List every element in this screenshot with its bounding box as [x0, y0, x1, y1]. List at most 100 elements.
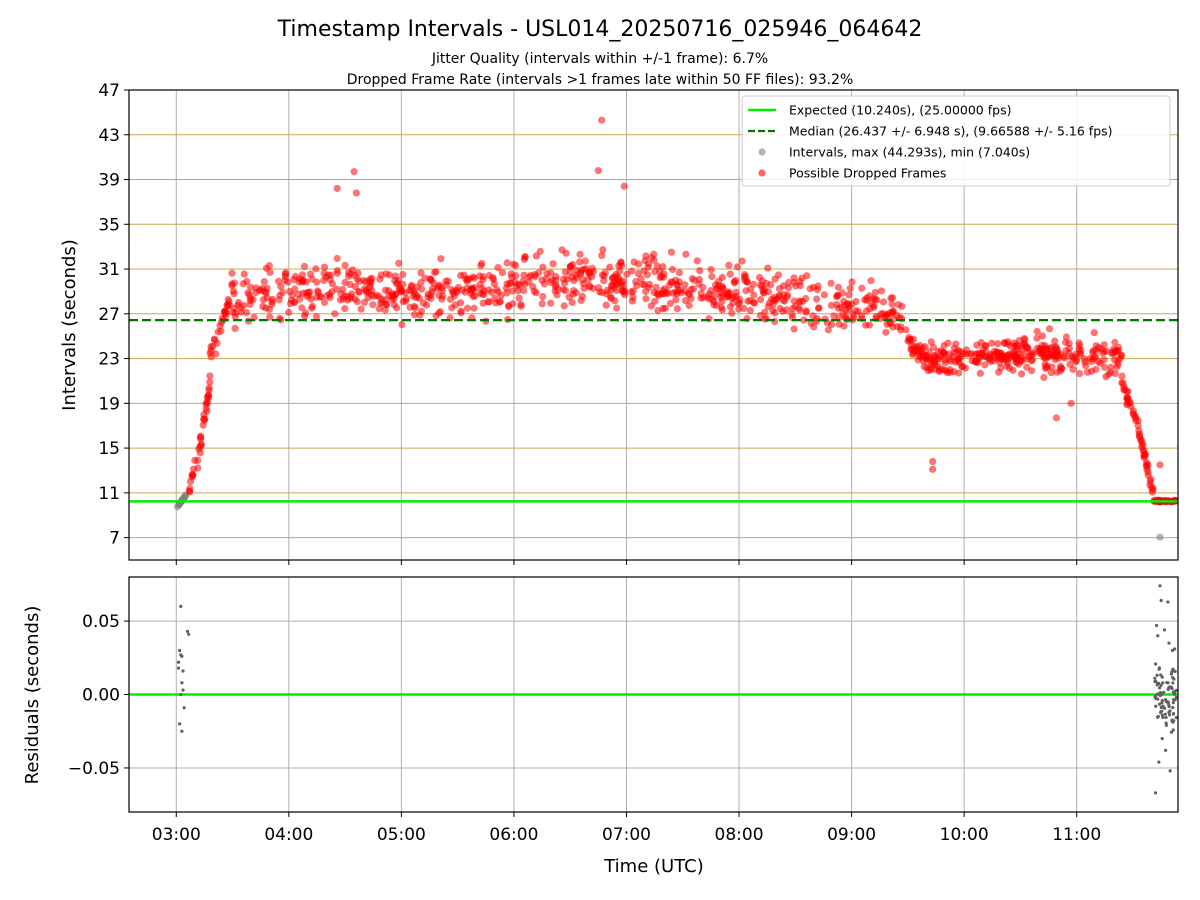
residual-point	[1160, 699, 1164, 703]
dropped-frame-point	[221, 307, 229, 316]
dropped-frame-point	[975, 354, 983, 362]
dropped-frame-point	[469, 292, 477, 301]
dropped-frame-point	[399, 298, 407, 306]
dropped-frame-point	[575, 258, 584, 266]
dropped-frame-point	[312, 313, 321, 321]
bottom-y-axis-label: Residuals (seconds)	[22, 606, 43, 785]
dropped-frame-point	[320, 276, 328, 284]
dropped-frame-point	[717, 294, 725, 302]
dropped-frame-point	[796, 298, 804, 306]
dropped-frame-point	[326, 294, 334, 302]
dropped-frame-point	[667, 248, 676, 256]
dropped-frame-point	[1038, 341, 1046, 349]
chart-subtitle-dropped: Dropped Frame Rate (intervals >1 frames …	[347, 72, 854, 88]
dropped-frame-point	[349, 266, 357, 274]
residual-point	[176, 666, 181, 670]
dropped-frame-point	[1156, 461, 1164, 469]
dropped-frame-point	[740, 304, 748, 313]
dropped-frame-point	[814, 282, 822, 290]
top-y-axis-label: Intervals (seconds)	[59, 239, 80, 411]
dropped-frame-point	[1021, 336, 1029, 344]
dropped-frame-point	[865, 321, 874, 329]
residual-point	[1153, 662, 1158, 666]
dropped-frame-point	[910, 342, 919, 350]
residual-point	[1153, 676, 1157, 680]
dropped-frame-point	[353, 275, 361, 283]
dropped-frame-point	[320, 263, 329, 271]
top-y-tick-label: 35	[98, 215, 120, 235]
dropped-frame-point	[658, 290, 666, 298]
dropped-frame-point	[266, 313, 274, 321]
dropped-frame-point	[645, 280, 654, 288]
dropped-frame-point	[1051, 337, 1059, 345]
dropped-frame-point	[284, 278, 292, 286]
residual-point	[1161, 681, 1165, 685]
dropped-frame-point	[1040, 373, 1048, 382]
dropped-frame-point	[188, 471, 196, 479]
dropped-frame-point	[1052, 414, 1061, 422]
dropped-frame-point	[214, 328, 222, 336]
top-y-tick-label: 31	[98, 260, 120, 280]
dropped-frame-point	[743, 278, 751, 286]
dropped-frame-point	[1057, 350, 1065, 359]
residual-point	[1166, 687, 1170, 692]
dropped-frame-point	[771, 275, 779, 283]
dropped-frame-point	[213, 339, 221, 347]
top-y-tick-label: 19	[98, 394, 120, 414]
dropped-frame-point	[508, 287, 516, 295]
dropped-frame-point	[1123, 388, 1131, 396]
dropped-frame-point	[392, 279, 401, 287]
dropped-frame-point	[995, 368, 1003, 376]
dropped-frame-point	[302, 309, 310, 317]
dropped-frame-point	[328, 280, 337, 288]
dropped-frame-point	[673, 305, 681, 313]
dropped-frame-point	[1149, 484, 1157, 492]
residual-point	[1169, 730, 1174, 734]
dropped-frame-point	[312, 265, 320, 273]
x-tick-label: 07:00	[602, 825, 651, 845]
dropped-frame-point	[469, 273, 477, 281]
dropped-frame-point	[446, 295, 455, 303]
dropped-frame-point	[333, 267, 341, 275]
dropped-frame-point	[1094, 343, 1103, 352]
dropped-frame-point	[1041, 364, 1049, 372]
residual-point	[1171, 712, 1176, 716]
dropped-frame-point	[375, 305, 383, 313]
dropped-frame-point	[1144, 471, 1152, 479]
dropped-frame-point	[433, 284, 441, 292]
dropped-frame-point	[262, 304, 270, 312]
dropped-frame-point	[893, 322, 901, 331]
dropped-frame-point	[333, 184, 341, 193]
dropped-frame-point	[561, 268, 569, 276]
residual-point	[1171, 681, 1175, 685]
dropped-frame-point	[490, 280, 498, 288]
dropped-frame-point	[650, 256, 658, 264]
dropped-frame-point	[398, 320, 406, 329]
residual-point	[1170, 686, 1174, 691]
top-y-tick-label: 7	[109, 529, 120, 549]
dropped-frame-point	[1102, 373, 1110, 381]
dropped-frame-point	[560, 302, 568, 310]
dropped-frame-point	[393, 304, 401, 312]
dropped-frame-point	[653, 262, 661, 270]
dropped-frame-point	[411, 304, 419, 312]
dropped-frame-point	[462, 275, 470, 283]
dropped-frame-point	[419, 299, 428, 307]
dropped-frame-point	[565, 293, 573, 301]
residual-point	[181, 688, 185, 692]
dropped-frame-point	[764, 303, 772, 311]
dropped-frame-point	[577, 270, 585, 278]
dropped-frame-point	[547, 299, 555, 307]
residuals-plot-frame	[128, 576, 1179, 813]
dropped-frame-point	[950, 344, 958, 353]
dropped-frame-point	[915, 349, 924, 357]
residual-point	[1168, 709, 1172, 713]
dropped-frame-point	[725, 261, 733, 269]
dropped-frame-point	[929, 343, 938, 351]
dropped-frame-point	[231, 279, 239, 287]
dropped-frame-point	[1033, 327, 1041, 336]
dropped-frame-point	[618, 261, 626, 269]
dropped-frame-point	[861, 296, 869, 304]
residual-point	[178, 722, 182, 726]
residual-point	[181, 669, 185, 673]
